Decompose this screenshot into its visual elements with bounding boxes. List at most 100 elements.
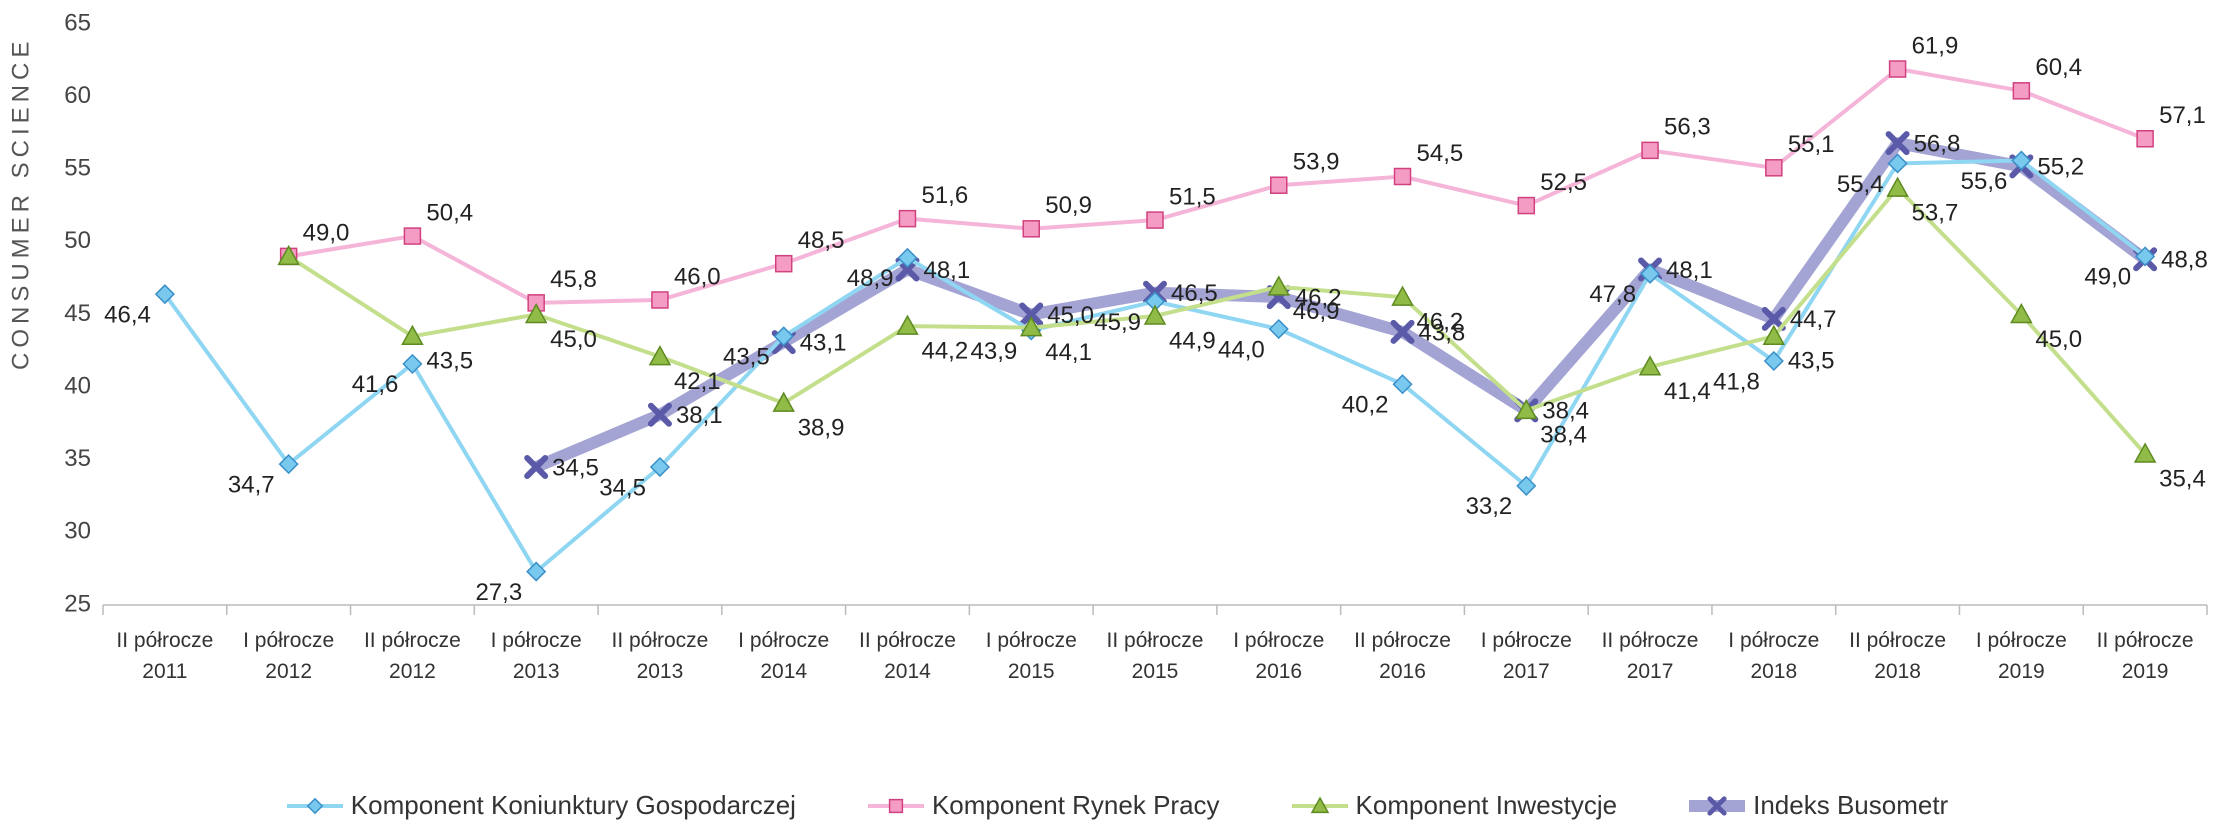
x-tick-label: I półrocze 2018 xyxy=(1728,629,1820,683)
marker xyxy=(648,345,672,366)
data-label: 45,0 xyxy=(2035,326,2082,353)
data-label: 41,4 xyxy=(1664,378,1711,405)
series-line xyxy=(288,67,2146,305)
marker xyxy=(1022,220,1040,238)
x-tick-label: II półrocze 2014 xyxy=(859,629,956,683)
data-label: 52,5 xyxy=(1540,169,1587,196)
marker xyxy=(277,244,300,266)
legend-label: Indeks Busometr xyxy=(1753,790,1949,820)
x-tick-label: I półrocze 2019 xyxy=(1975,629,2067,683)
data-label: 38,1 xyxy=(676,402,723,429)
marker xyxy=(2012,82,2031,100)
marker xyxy=(888,798,904,813)
marker xyxy=(1641,141,1659,160)
data-label: 55,1 xyxy=(1788,131,1835,158)
data-label: 55,2 xyxy=(2037,154,2084,181)
data-label: 34,5 xyxy=(599,474,646,501)
x-tick-label: II półrocze 2017 xyxy=(1601,629,1699,683)
y-tick-label: 30 xyxy=(64,518,91,545)
marker xyxy=(2135,246,2156,267)
marker xyxy=(1515,398,1538,420)
data-label: 49,0 xyxy=(2084,264,2131,291)
data-label: 45,0 xyxy=(1047,302,1094,329)
y-tick-label: 55 xyxy=(64,155,91,182)
data-label: 57,1 xyxy=(2159,102,2206,129)
marker xyxy=(1517,196,1536,215)
data-label: 42,1 xyxy=(674,368,721,395)
marker xyxy=(403,227,422,245)
marker xyxy=(526,561,547,582)
data-label: 35,4 xyxy=(2159,465,2206,492)
data-label: 38,4 xyxy=(1542,398,1589,425)
marker xyxy=(278,454,299,475)
legend-label: Komponent Koniunktury Gospodarczej xyxy=(350,790,796,820)
data-label: 48,9 xyxy=(847,265,894,292)
marker xyxy=(1143,304,1167,325)
data-label: 33,2 xyxy=(1466,493,1513,520)
series-line xyxy=(287,186,2147,456)
marker xyxy=(651,291,669,309)
data-label: 48,1 xyxy=(1666,257,1713,284)
legend-item: Komponent Inwestycje xyxy=(1290,790,1617,821)
data-label: 55,4 xyxy=(1837,171,1884,198)
y-tick-label: 50 xyxy=(64,227,91,254)
data-label: 50,9 xyxy=(1045,192,1092,219)
data-label: 48,8 xyxy=(2161,247,2208,274)
x-tick-label: I półrocze 2015 xyxy=(985,629,1077,683)
data-label: 43,9 xyxy=(971,338,1018,365)
data-label: 27,3 xyxy=(475,579,522,606)
marker xyxy=(2011,150,2032,171)
data-label: 43,5 xyxy=(426,348,473,375)
marker xyxy=(898,209,917,228)
marker xyxy=(1267,275,1291,296)
marker xyxy=(897,247,918,268)
y-tick-label: 40 xyxy=(64,372,91,399)
y-axis-label: CONSUMER SCIENCE xyxy=(7,37,34,370)
data-label: 45,0 xyxy=(550,326,597,353)
marker xyxy=(1761,306,1786,331)
y-tick-label: 65 xyxy=(64,9,91,36)
marker xyxy=(524,302,548,324)
x-tick-label: I półrocze 2014 xyxy=(738,629,830,683)
marker xyxy=(1638,355,1662,376)
data-label: 55,6 xyxy=(1961,168,2008,195)
x-tick-label: II półrocze 2012 xyxy=(363,629,461,683)
legend-swatch xyxy=(1689,795,1746,816)
x-tick-label: II półrocze 2011 xyxy=(116,629,214,683)
data-label: 41,8 xyxy=(1713,368,1760,395)
marker xyxy=(1887,153,1908,174)
marker xyxy=(1885,131,1910,156)
data-label: 46,5 xyxy=(1171,280,1218,307)
marker xyxy=(306,797,324,814)
x-tick-label: I półrocze 2017 xyxy=(1480,629,1572,683)
y-tick-label: 60 xyxy=(64,82,91,109)
data-label: 46,0 xyxy=(674,263,721,290)
data-label: 43,1 xyxy=(800,329,847,356)
x-tick-label: II półrocze 2019 xyxy=(2096,629,2194,683)
data-label: 48,1 xyxy=(923,257,970,284)
data-label: 45,8 xyxy=(550,266,597,293)
x-tick-label: I półrocze 2012 xyxy=(243,629,335,683)
x-tick-label: I półrocze 2013 xyxy=(490,629,582,683)
marker xyxy=(1763,350,1784,372)
data-label: 43,8 xyxy=(1419,319,1466,346)
data-label: 43,5 xyxy=(1788,348,1835,375)
marker xyxy=(1391,285,1414,306)
marker xyxy=(2010,302,2033,324)
x-tick-label: II półrocze 2018 xyxy=(1849,629,1947,683)
marker xyxy=(1310,795,1329,813)
data-label: 50,4 xyxy=(426,199,473,226)
marker xyxy=(401,324,424,346)
data-label: 53,7 xyxy=(1912,199,1959,226)
marker xyxy=(896,314,919,335)
data-label: 56,8 xyxy=(1914,130,1961,157)
data-label: 44,7 xyxy=(1790,306,1837,333)
data-label: 41,6 xyxy=(352,371,399,398)
marker xyxy=(1393,167,1412,186)
marker xyxy=(402,353,423,374)
data-label: 44,2 xyxy=(921,337,968,364)
x-tick-label: II półrocze 2016 xyxy=(1354,629,1451,683)
legend-swatch xyxy=(286,797,343,814)
